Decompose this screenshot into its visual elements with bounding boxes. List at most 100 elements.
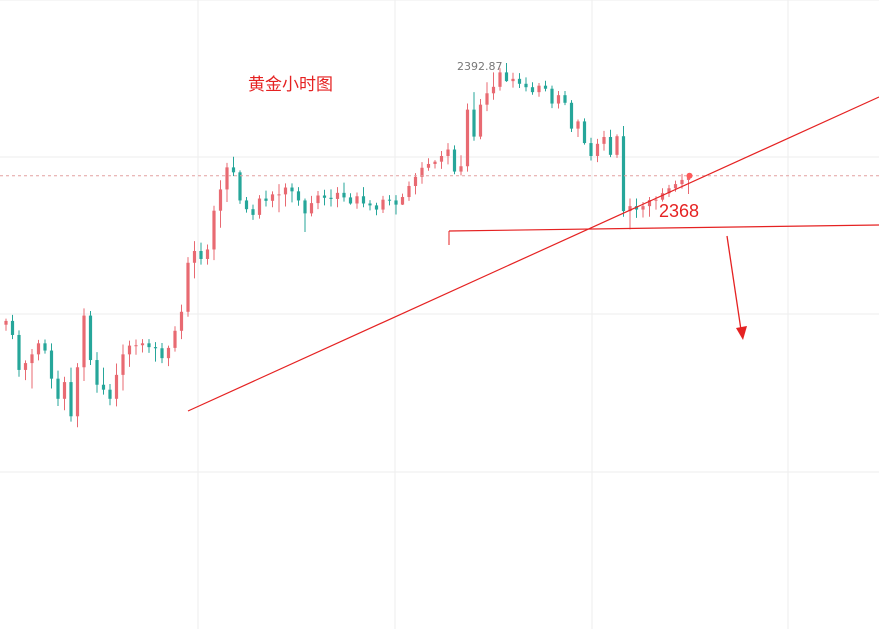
candle-body [511,78,515,82]
candle-body [296,191,301,201]
candle-body [491,86,496,94]
candle-body [342,192,346,198]
candle-body [95,360,99,385]
peak-price-label: 2392.87 [457,60,503,73]
candle-body [595,143,600,156]
candle-body [628,206,632,212]
resistance-level-label: 2368 [659,201,699,221]
candle-body [192,250,197,263]
candle-body [368,203,372,206]
candle-body [17,334,21,370]
candle-body [82,315,86,368]
candle-body [413,176,418,187]
candle-body [524,83,528,88]
candle-body [504,72,509,82]
candle-body [348,197,353,204]
candle-body [576,121,580,129]
candle-body [303,200,307,214]
candle-body [108,389,112,399]
candle-body [543,85,548,89]
candle-body [290,187,294,192]
candle-body [114,374,119,399]
candles [4,63,691,428]
candle-body [667,188,671,194]
candle-body [654,199,658,201]
candle-body [673,184,678,189]
candle-body [69,382,73,417]
candle-body [589,143,593,156]
candle-body [30,354,34,364]
resistance-line [448,224,879,232]
candle-body [134,345,138,347]
candle-body [160,348,164,359]
candle-body [498,72,502,87]
candle-body [641,206,645,210]
candle-body [355,196,359,204]
candle-body [322,195,327,198]
candle-body [56,378,60,399]
candle-body [264,198,268,201]
candle-body [407,186,411,198]
candle-body [225,167,229,190]
candle-body [251,209,255,215]
chart-title: 黄金小时图 [248,75,333,95]
candle-body [43,343,47,351]
candle-body [563,95,567,103]
candle-body [550,88,554,104]
candle-body [199,250,203,259]
candle-body [173,330,177,348]
candle-body [569,102,574,129]
candle-body [205,249,210,259]
candle-body [231,167,236,173]
candle-body [179,311,184,331]
candle-body [621,136,626,212]
candle-body [244,200,249,210]
candle-body [23,363,28,370]
candle-body [309,203,314,214]
candle-body [153,347,158,349]
candle-body [485,93,489,105]
candle-body [329,197,333,199]
candle-body [277,194,281,196]
candle-body [374,205,379,210]
candle-body [615,136,619,155]
candle-body [36,343,41,355]
candle-body [4,320,8,325]
candle-body [283,187,288,195]
candle-body [101,384,106,390]
candle-body [446,149,450,156]
candle-body [238,172,242,201]
candle-body [387,199,392,201]
candle-body [140,343,145,346]
candle-body [335,192,340,199]
current-price-marker [686,172,693,179]
candle-body [127,345,132,355]
candle-body [10,320,15,335]
candle-body [212,210,216,250]
candle-body [420,167,424,177]
candle-body [602,136,606,144]
ascending-trendline [187,96,879,412]
candle-body [452,149,457,172]
candle-body [147,343,151,348]
candle-body [166,347,171,359]
candle-body [62,382,67,399]
candle-body [394,200,398,205]
candle-body [186,262,190,312]
candle-body [316,195,320,204]
candle-body [478,104,483,137]
candle-body [439,155,444,162]
candle-body [88,315,93,361]
candle-body [634,206,639,210]
candle-body [459,166,463,172]
candle-body [660,193,665,200]
candle-body [49,350,54,379]
candle-body [400,197,405,205]
candle-body [465,109,470,167]
down-arrow-head [736,326,747,340]
down-arrow-shaft [726,235,742,331]
candle-body [517,78,522,84]
